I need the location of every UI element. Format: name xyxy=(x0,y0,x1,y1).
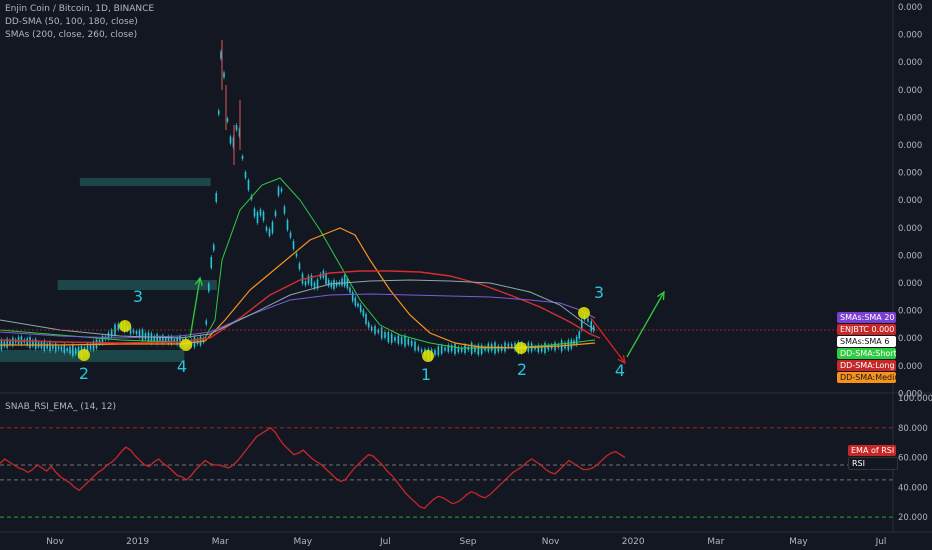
sma-layer xyxy=(0,177,601,349)
sma-200-line xyxy=(0,293,596,339)
arrow-up-right xyxy=(626,291,665,358)
zone-box xyxy=(0,350,185,362)
tag-dd-sma-medium: DD-SMA:Medium xyxy=(837,372,896,383)
price-tick-label: 0.000 xyxy=(898,58,922,68)
price-tick-label: 0.000 xyxy=(898,86,922,96)
zone-box xyxy=(57,280,217,290)
annotation-number: 4 xyxy=(615,361,625,380)
zone-box xyxy=(79,178,211,186)
tag-dd-sma-long: DD-SMA:Long xyxy=(837,360,896,371)
annotation-number: 3 xyxy=(133,287,143,306)
price-tick-label: 0.000 xyxy=(898,279,922,289)
tag-enjbtc-label: ENJBTC xyxy=(840,325,869,334)
zones-layer xyxy=(0,178,217,362)
tag-dd-sma-short: DD-SMA:Short xyxy=(837,348,896,359)
price-tick-label: 0.000 xyxy=(898,362,922,372)
tag-ema-of-rsi: EMA of RSI xyxy=(848,445,896,456)
price-tick-label: 0.000 xyxy=(898,307,922,317)
sma-260-line xyxy=(0,279,596,339)
price-tick-label: 0.000 xyxy=(898,113,922,123)
x-tick-label: Jul xyxy=(875,537,887,547)
tag-enjbtc-value: 0.000 xyxy=(871,325,895,334)
annotation-number: 4 xyxy=(177,357,187,376)
price-tick-label: 0.000 xyxy=(898,334,922,344)
x-tick-label: Mar xyxy=(212,537,229,547)
tag-rsi: RSI xyxy=(848,457,898,470)
price-tick-label: 0.000 xyxy=(898,389,922,399)
annotation-number: 2 xyxy=(79,364,89,383)
x-tick-label: Jul xyxy=(379,537,391,547)
highlight-circle xyxy=(515,342,527,354)
rsi-tick-label: 40.000 xyxy=(898,483,928,493)
candles-layer xyxy=(0,40,595,362)
arrow-up-left xyxy=(189,277,201,339)
rsi-tick-label: 80.000 xyxy=(898,424,928,434)
rsi-layer xyxy=(0,426,893,518)
price-tick-label: 0.000 xyxy=(898,196,922,206)
x-tick-label: Sep xyxy=(460,537,477,547)
price-tick-label: 0.000 xyxy=(898,169,922,179)
price-tick-label: 0.000 xyxy=(898,251,922,261)
arrow-up-left-head xyxy=(194,276,203,286)
annotation-number: 1 xyxy=(421,365,431,384)
tag-smas-sma20: SMAs:SMA 20 xyxy=(837,312,896,323)
annotation-number: 3 xyxy=(594,283,604,302)
rsi-tick-label: 60.000 xyxy=(898,454,928,464)
annotation-number: 2 xyxy=(517,360,527,379)
overlay-layer: 3 2 4 1 2 3 4 xyxy=(0,276,893,384)
x-tick-label: 2019 xyxy=(126,537,149,547)
chart-title: Enjin Coin / Bitcoin, 1D, BINANCE xyxy=(5,4,155,14)
arrow-down xyxy=(590,317,626,364)
rsi-tick-label: 100.000 xyxy=(898,394,932,404)
tag-smas-sma6: SMAs:SMA 6 xyxy=(837,336,896,347)
sma-long-line xyxy=(0,270,601,344)
x-tick-label: May xyxy=(293,537,312,547)
x-tick-label: Nov xyxy=(542,537,560,547)
rsi-ema-line xyxy=(0,426,626,509)
x-tick-label: Mar xyxy=(707,537,724,547)
tag-enjbtc: ENJBTC 0.000 xyxy=(837,324,896,335)
highlight-circle xyxy=(578,307,590,319)
price-tick-label: 0.000 xyxy=(898,31,922,41)
sma-short-line xyxy=(0,177,596,349)
arrow-down-head xyxy=(617,355,626,365)
smas-legend[interactable]: SMAs (200, close, 260, close) xyxy=(5,30,138,40)
highlight-circle xyxy=(119,320,131,332)
rsi-legend[interactable]: SNAB_RSI_EMA_ (14, 12) xyxy=(5,402,117,412)
highlight-circle xyxy=(180,339,192,351)
rsi-tick-label: 20.000 xyxy=(898,513,928,523)
price-tick-label: 0.000 xyxy=(898,3,922,13)
x-tick-label: May xyxy=(789,537,808,547)
highlight-circle xyxy=(78,349,90,361)
price-tick-label: 0.000 xyxy=(898,224,922,234)
dd-sma-legend[interactable]: DD-SMA (50, 100, 180, close) xyxy=(5,17,138,27)
price-tick-label: 0.000 xyxy=(898,141,922,151)
x-tick-label: 2020 xyxy=(622,537,645,547)
arrow-up-right-head xyxy=(657,290,665,301)
highlight-circle xyxy=(422,350,434,362)
x-tick-label: Nov xyxy=(46,537,64,547)
